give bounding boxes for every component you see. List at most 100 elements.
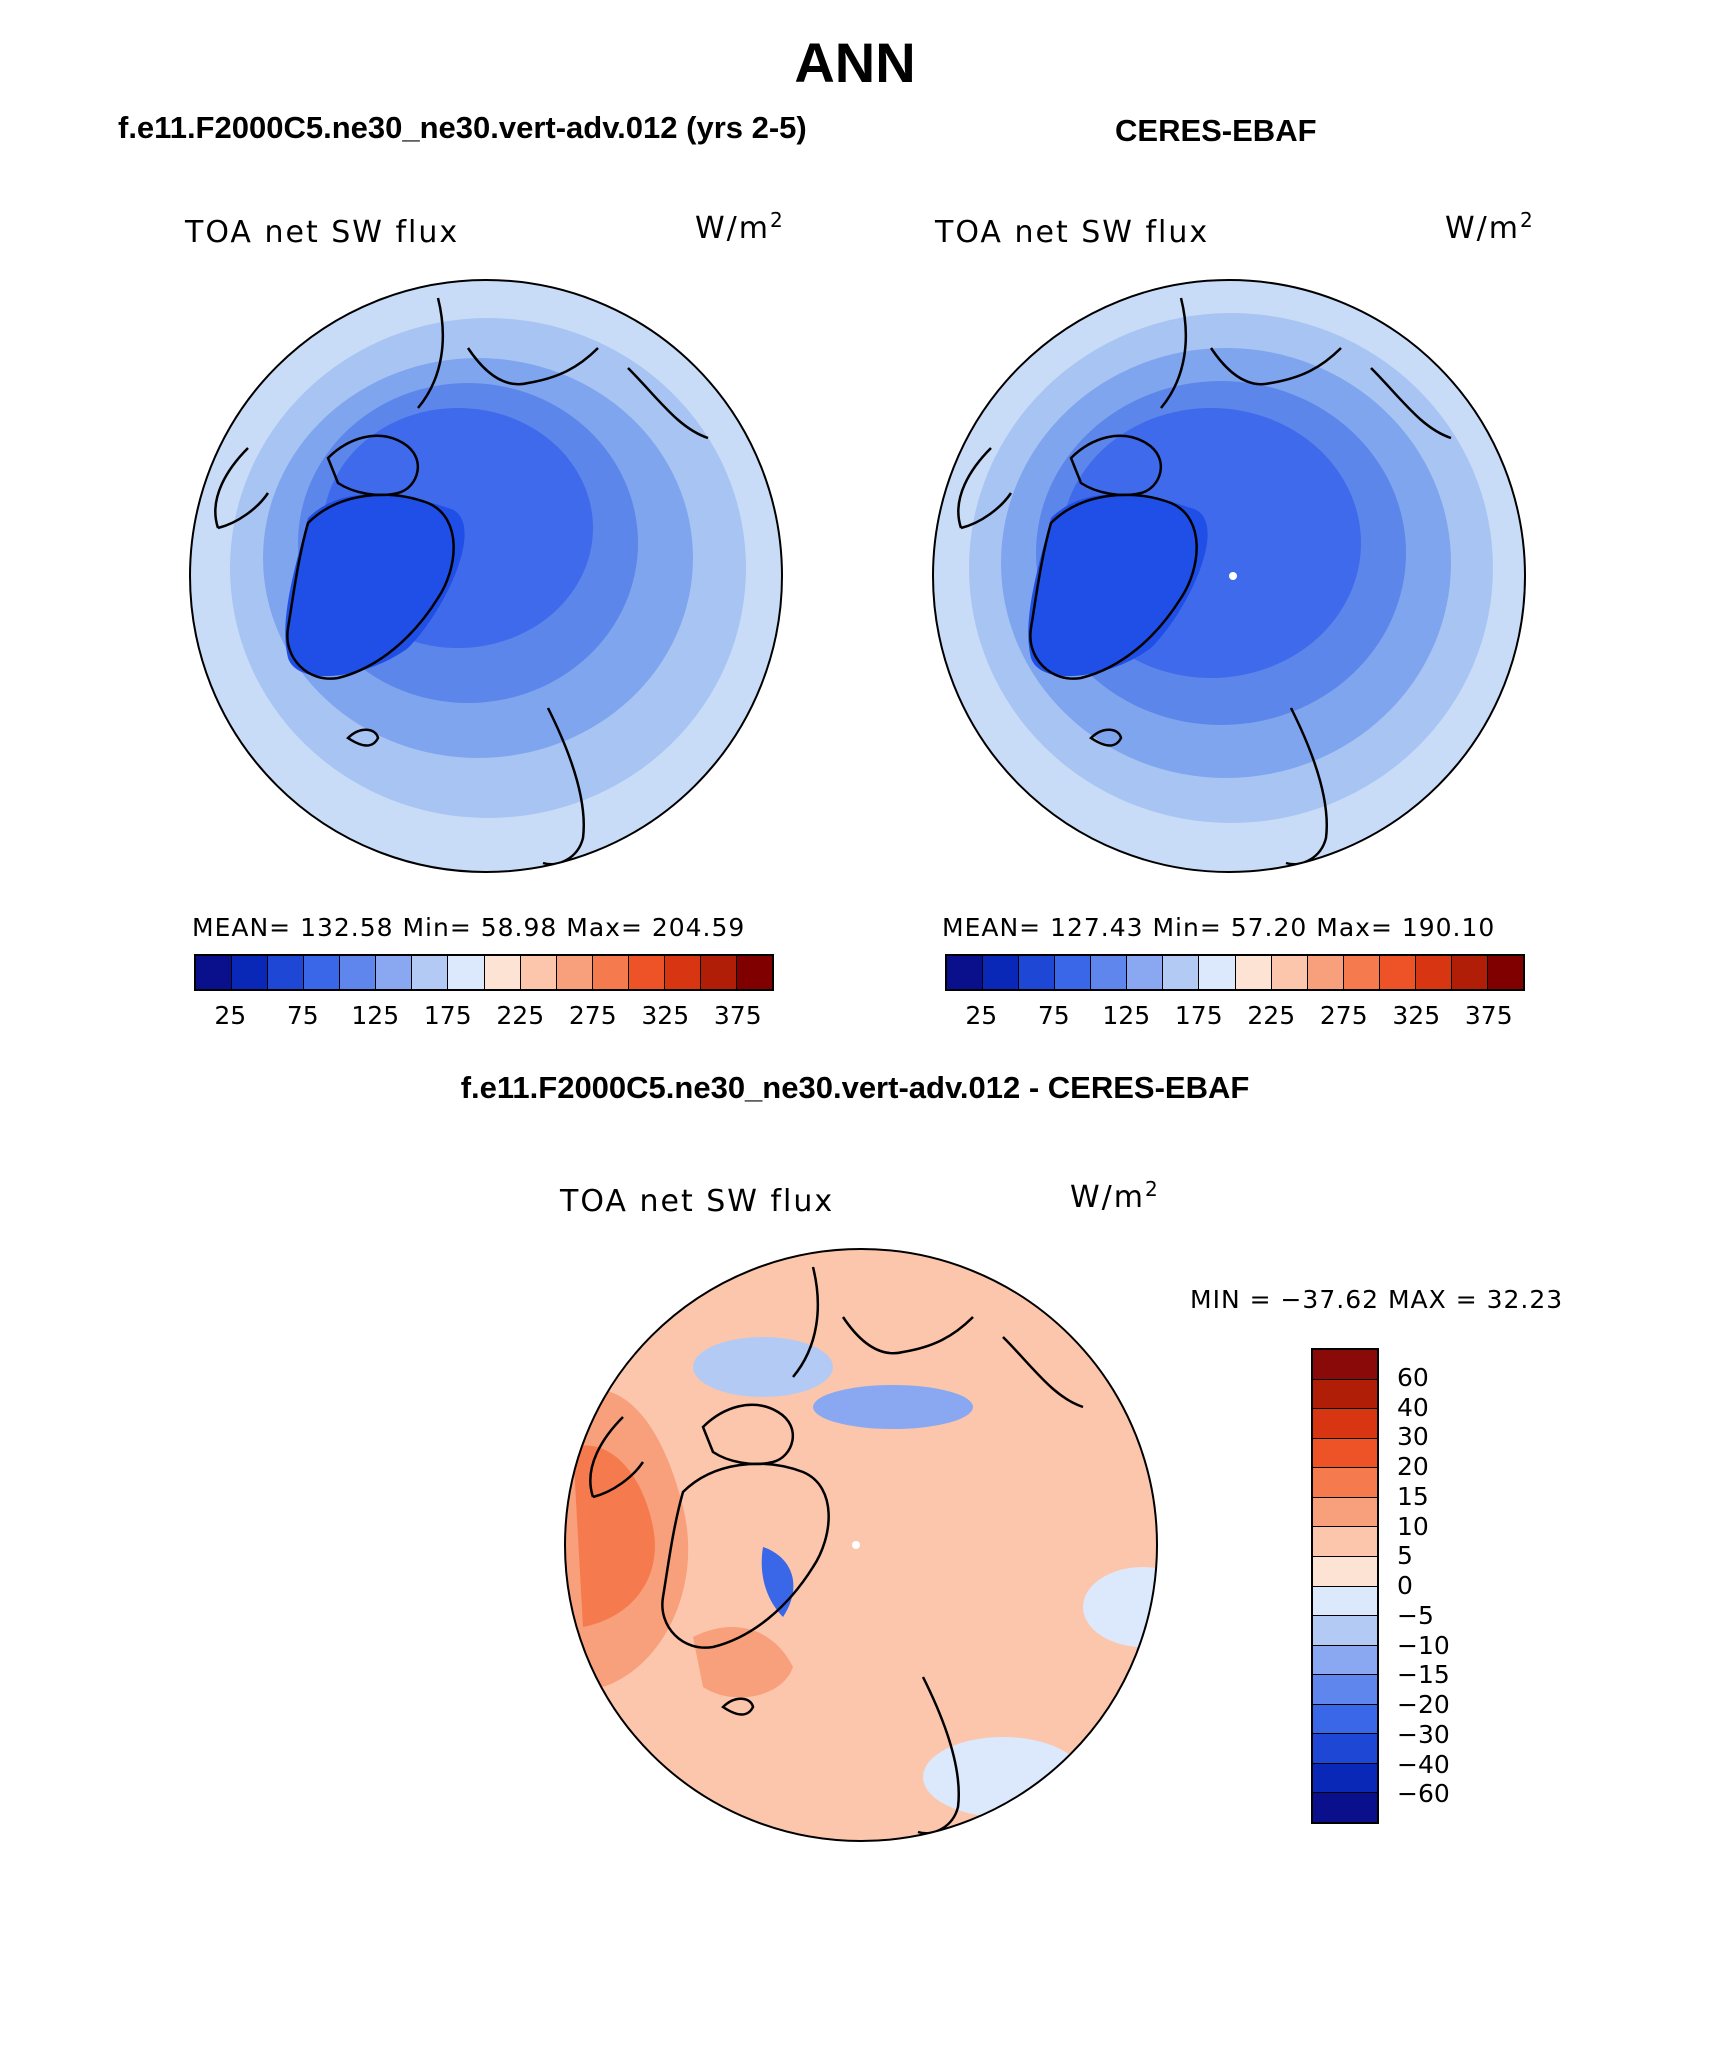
colorbar-tick-label: 275 xyxy=(568,1001,617,1030)
model-colorbar xyxy=(194,954,774,991)
colorbar-segment xyxy=(1313,1734,1377,1764)
obs-stats: MEAN= 127.43 Min= 57.20 Max= 190.10 xyxy=(942,913,1496,942)
colorbar-segment xyxy=(592,956,629,989)
model-stats: MEAN= 132.58 Min= 58.98 Max= 204.59 xyxy=(192,913,746,942)
colorbar-tick-label: −30 xyxy=(1397,1719,1450,1749)
colorbar-tick-label: 75 xyxy=(1037,1001,1070,1030)
colorbar-segment xyxy=(1343,956,1380,989)
colorbar-segment xyxy=(1235,956,1272,989)
colorbar-segment xyxy=(484,956,521,989)
model-polar-map xyxy=(189,279,783,873)
colorbar-tick-label: 375 xyxy=(1464,1001,1513,1030)
colorbar-tick-label: 20 xyxy=(1397,1452,1429,1481)
colorbar-tick-label: 325 xyxy=(1392,1001,1441,1030)
colorbar-tick-label: 60 xyxy=(1397,1362,1429,1392)
colorbar-tick-label: 175 xyxy=(423,1001,472,1030)
colorbar-segment xyxy=(736,956,772,989)
colorbar-segment xyxy=(664,956,701,989)
colorbar-segment xyxy=(1313,1438,1377,1469)
colorbar-tick-label: −20 xyxy=(1397,1690,1450,1719)
colorbar-tick-label: 15 xyxy=(1397,1481,1429,1511)
colorbar-segment xyxy=(1313,1350,1377,1380)
colorbar-tick-label: −10 xyxy=(1397,1630,1450,1660)
pole-marker xyxy=(852,1541,860,1549)
model-panel-title: f.e11.F2000C5.ne30_ne30.vert-adv.012 (yr… xyxy=(118,110,807,145)
obs-polar-map xyxy=(932,279,1526,873)
colorbar-segment xyxy=(1127,956,1164,989)
colorbar-segment xyxy=(1313,1409,1377,1439)
difference-minmax: MIN = −37.62 MAX = 32.23 xyxy=(1190,1285,1564,1314)
colorbar-segment xyxy=(304,956,341,989)
colorbar-tick-label: 40 xyxy=(1397,1392,1429,1422)
page-title: ANN xyxy=(794,31,916,94)
colorbar-tick-label: 225 xyxy=(496,1001,545,1030)
colorbar-segment xyxy=(947,956,984,989)
colorbar-segment xyxy=(1019,956,1056,989)
colorbar-segment xyxy=(700,956,737,989)
colorbar-tick-label: 375 xyxy=(713,1001,762,1030)
difference-polar-map xyxy=(564,1248,1158,1842)
difference-variable-label: TOA net SW flux xyxy=(560,1184,835,1219)
colorbar-segment xyxy=(1271,956,1308,989)
pole-marker xyxy=(1229,572,1237,580)
colorbar-segment xyxy=(1379,956,1416,989)
model-units-label: W/m2 xyxy=(695,208,785,246)
obs-colorbar xyxy=(945,954,1525,991)
colorbar-segment xyxy=(983,956,1020,989)
colorbar-tick-label: −5 xyxy=(1397,1600,1434,1630)
colorbar-tick-label: 275 xyxy=(1319,1001,1368,1030)
colorbar-segment xyxy=(448,956,485,989)
model-variable-label: TOA net SW flux xyxy=(185,215,460,250)
obs-variable-label: TOA net SW flux xyxy=(935,215,1210,250)
colorbar-tick-label: 75 xyxy=(286,1001,319,1030)
colorbar-segment xyxy=(1313,1468,1377,1498)
colorbar-segment xyxy=(268,956,305,989)
colorbar-segment xyxy=(1313,1704,1377,1735)
colorbar-tick-label: 175 xyxy=(1174,1001,1223,1030)
colorbar-segment xyxy=(1313,1379,1377,1410)
colorbar-segment xyxy=(1313,1645,1377,1676)
colorbar-segment xyxy=(340,956,377,989)
colorbar-segment xyxy=(1313,1497,1377,1528)
colorbar-segment xyxy=(1055,956,1092,989)
colorbar-segment xyxy=(628,956,665,989)
colorbar-segment xyxy=(1313,1675,1377,1705)
colorbar-tick-label: 30 xyxy=(1397,1422,1429,1452)
colorbar-segment xyxy=(1487,956,1523,989)
colorbar-segment xyxy=(1313,1763,1377,1794)
colorbar-segment xyxy=(1163,956,1200,989)
colorbar-segment xyxy=(1313,1586,1377,1617)
colorbar-segment xyxy=(520,956,557,989)
colorbar-tick-label: 10 xyxy=(1397,1511,1429,1541)
colorbar-segment xyxy=(556,956,593,989)
colorbar-tick-label: 25 xyxy=(965,1001,998,1030)
colorbar-tick-label: −40 xyxy=(1397,1749,1450,1779)
difference-title: f.e11.F2000C5.ne30_ne30.vert-adv.012 - C… xyxy=(460,1070,1250,1105)
colorbar-segment xyxy=(412,956,449,989)
colorbar-tick-label: −60 xyxy=(1397,1779,1450,1809)
colorbar-tick-label: 5 xyxy=(1397,1541,1413,1571)
colorbar-segment xyxy=(1091,956,1128,989)
colorbar-segment xyxy=(1313,1616,1377,1646)
colorbar-tick-label: −15 xyxy=(1397,1660,1450,1690)
obs-panel-title: CERES-EBAF xyxy=(1115,113,1317,148)
difference-units-label: W/m2 xyxy=(1070,1177,1160,1215)
difference-colorbar xyxy=(1311,1348,1379,1824)
colorbar-tick-label: 325 xyxy=(641,1001,690,1030)
colorbar-segment xyxy=(1313,1527,1377,1557)
colorbar-tick-label: 125 xyxy=(351,1001,400,1030)
colorbar-segment xyxy=(232,956,269,989)
colorbar-tick-label: 125 xyxy=(1102,1001,1151,1030)
colorbar-segment xyxy=(1313,1556,1377,1587)
colorbar-tick-label: 0 xyxy=(1397,1571,1413,1600)
colorbar-tick-label: 25 xyxy=(214,1001,247,1030)
colorbar-segment xyxy=(1199,956,1236,989)
colorbar-segment xyxy=(1313,1793,1377,1822)
obs-units-label: W/m2 xyxy=(1445,208,1535,246)
colorbar-segment xyxy=(1415,956,1452,989)
colorbar-segment xyxy=(376,956,413,989)
colorbar-segment xyxy=(196,956,233,989)
colorbar-segment xyxy=(1451,956,1488,989)
colorbar-tick-label: 225 xyxy=(1247,1001,1296,1030)
colorbar-segment xyxy=(1307,956,1344,989)
